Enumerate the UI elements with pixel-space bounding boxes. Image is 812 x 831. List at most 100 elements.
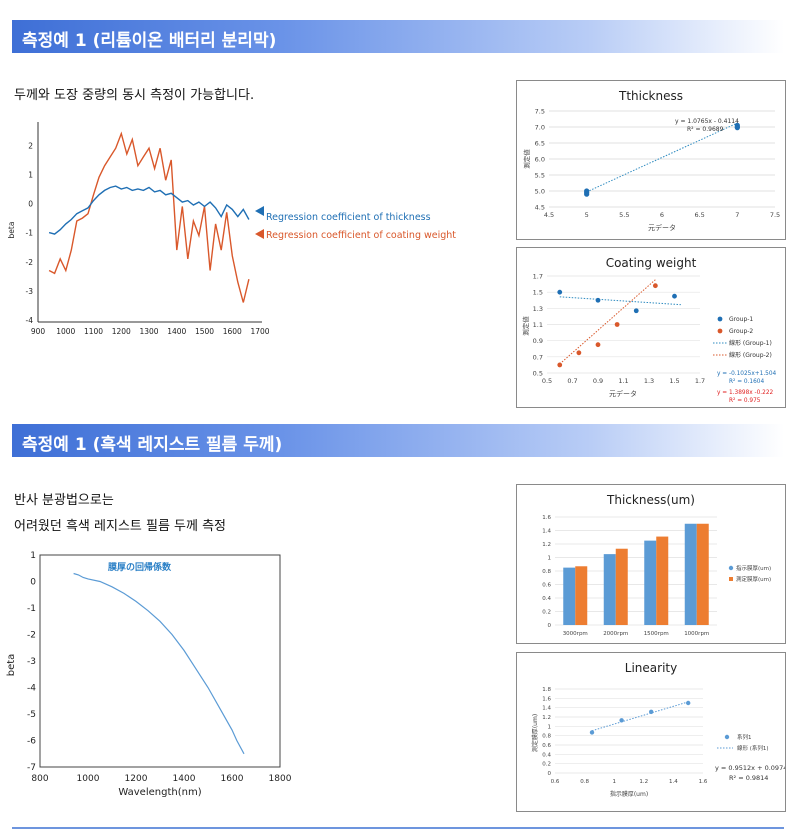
y-tick-label: -4 (27, 684, 36, 694)
group2-point (614, 322, 620, 327)
y-axis-label: 測定値 (521, 316, 530, 336)
y-tick-label: 0.5 (533, 370, 543, 378)
y-tick-label: 0 (30, 578, 36, 588)
y-tick-label: 0.4 (542, 596, 551, 602)
y-tick-label: 7.5 (535, 108, 545, 116)
section1-description: 두께와 도장 중량의 동시 측정이 가능합니다. (14, 88, 255, 103)
section2-banner: 측정예 1 (흑색 레지스트 필름 두께) (12, 424, 784, 457)
bottom-divider (12, 827, 784, 829)
equation-line2: R² = 0.9689 (687, 126, 724, 133)
x-tick-label: 1200 (125, 774, 148, 784)
x-tick-label: 1400 (173, 774, 196, 784)
x-tick-label: 1000 (77, 774, 100, 784)
y-tick-label: 1 (548, 556, 552, 562)
bar-measured (656, 536, 669, 625)
y-tick-label: 0.2 (542, 762, 551, 768)
x-tick-label: 1.2 (639, 779, 648, 785)
x-tick-label: 1300 (139, 327, 158, 336)
plot-frame (39, 554, 281, 768)
x-tick-label: 0.9 (593, 377, 603, 385)
y-tick-label: -2 (26, 258, 34, 267)
legend-measured-marker (729, 577, 733, 581)
y-tick-label: 1.6 (542, 696, 551, 702)
y-axis-label: 測定膜厚(um) (531, 714, 539, 752)
bar-measured (696, 523, 709, 625)
y-tick-label: 0 (548, 623, 552, 629)
x-tick-label: 1.4 (669, 779, 678, 785)
legend-group1-marker (717, 316, 723, 322)
y-tick-label: 0 (548, 771, 552, 777)
y-tick-label: 1.4 (542, 529, 551, 535)
bar-indicated (644, 540, 657, 625)
x-tick-label: 1.5 (669, 377, 679, 385)
category-label: 2000rpm (603, 631, 628, 637)
x-tick-label: 1600 (221, 774, 244, 784)
x-axis-label: 元データ (648, 223, 676, 232)
legend-measured-label: 測定膜厚(um) (736, 575, 771, 583)
x-tick-label: 5 (585, 211, 589, 219)
x-tick-label: 1700 (250, 327, 269, 336)
legend-trend1-label: 線形 (Group-1) (729, 339, 772, 347)
section2-description-line2: 어려웠던 흑색 레지스트 필름 두께 측정 (14, 519, 227, 534)
x-tick-label: 0.5 (542, 377, 552, 385)
film-coefficient-chart: 800 1000 1200 1400 1600 1800 1 0 -1 -2 -3 -4 -5 -6 -7 W… (6, 551, 292, 798)
data-point (589, 730, 595, 735)
x-tick-label: 1200 (112, 327, 131, 336)
y-tick-label: 6.0 (535, 156, 545, 164)
data-point (686, 700, 691, 706)
y-tick-label: -1 (26, 229, 34, 238)
beta-line (73, 572, 245, 755)
x-tick-label: 6 (660, 211, 664, 219)
y-tick-label: 7.0 (535, 124, 545, 132)
section2-description-line1: 반사 분광법으로는 (14, 493, 114, 508)
x-tick-label: 1100 (84, 327, 103, 336)
legend-group2-marker (717, 328, 723, 334)
category-label: 1000rpm (684, 631, 709, 637)
x-tick-label: 1000 (56, 327, 75, 336)
equation2-line1: y = 1.3898x -0.222 (717, 390, 774, 396)
y-tick-label: 1.2 (542, 715, 551, 721)
trend-line-group2 (559, 279, 656, 365)
y-axis-label: beta (7, 222, 16, 239)
legend-series-marker (724, 734, 730, 740)
x-tick-label: 7.5 (770, 211, 780, 219)
legend-indicated-label: 指示膜厚(um) (736, 564, 771, 572)
y-axis-label: beta (6, 654, 17, 677)
group2-point (576, 350, 582, 356)
y-tick-label: -5 (27, 710, 36, 720)
y-tick-label: 1.2 (542, 542, 551, 548)
trend-line (586, 122, 738, 193)
y-tick-label: -3 (27, 657, 36, 667)
x-tick-label: 4.5 (544, 211, 554, 219)
coating-weight-panel: Coating weight 1.7 1.5 1.3 1.1 0.9 0.7 0.5 0.5 0.… (516, 247, 786, 408)
y-tick-label: 2 (28, 141, 33, 150)
legend-trend2-label: 線形 (Group-2) (729, 351, 772, 359)
y-tick-label: -6 (27, 737, 36, 747)
y-tick-label: 1.8 (542, 687, 551, 693)
y-tick-label: 1.1 (533, 321, 543, 329)
bar-indicated (563, 567, 576, 625)
series-label: 膜厚の回帰係数 (107, 561, 172, 573)
group2-point (652, 283, 658, 289)
x-tick-label: 7 (735, 211, 739, 219)
equation1-line2: R² = 0.1604 (729, 378, 764, 385)
equation2-line2: R² = 0.975 (729, 397, 761, 404)
y-tick-label: 0.9 (533, 337, 543, 345)
category-label: 1500rpm (644, 631, 669, 637)
x-axis-label: Wavelength(nm) (118, 787, 201, 798)
y-tick-label: 1 (548, 724, 552, 730)
x-axis-label: 元データ (609, 389, 637, 398)
data-point (734, 125, 740, 131)
bar-measured (615, 548, 628, 625)
legend-series-label: 系列1 (737, 733, 752, 741)
linearity-chart: Linearity 1.8 1.6 1.4 1.2 1 0.8 0.6 0.4 0.2 0 0.6 0.… (531, 661, 787, 798)
x-axis-label: 指示膜厚(um) (610, 790, 648, 798)
equation1-line1: y = -0.1025x+1.504 (717, 371, 777, 377)
group1-point (595, 297, 601, 303)
legend-coating-marker (255, 229, 264, 239)
linearity-panel: Linearity 1.8 1.6 1.4 1.2 1 0.8 0.6 0.4 0.2 0 0.6 0.… (516, 652, 787, 812)
y-axis-label: 測定値 (522, 149, 531, 169)
x-tick-label: 5.5 (619, 211, 629, 219)
y-tick-label: 1.4 (542, 706, 551, 712)
x-tick-label: 1.7 (695, 377, 705, 385)
